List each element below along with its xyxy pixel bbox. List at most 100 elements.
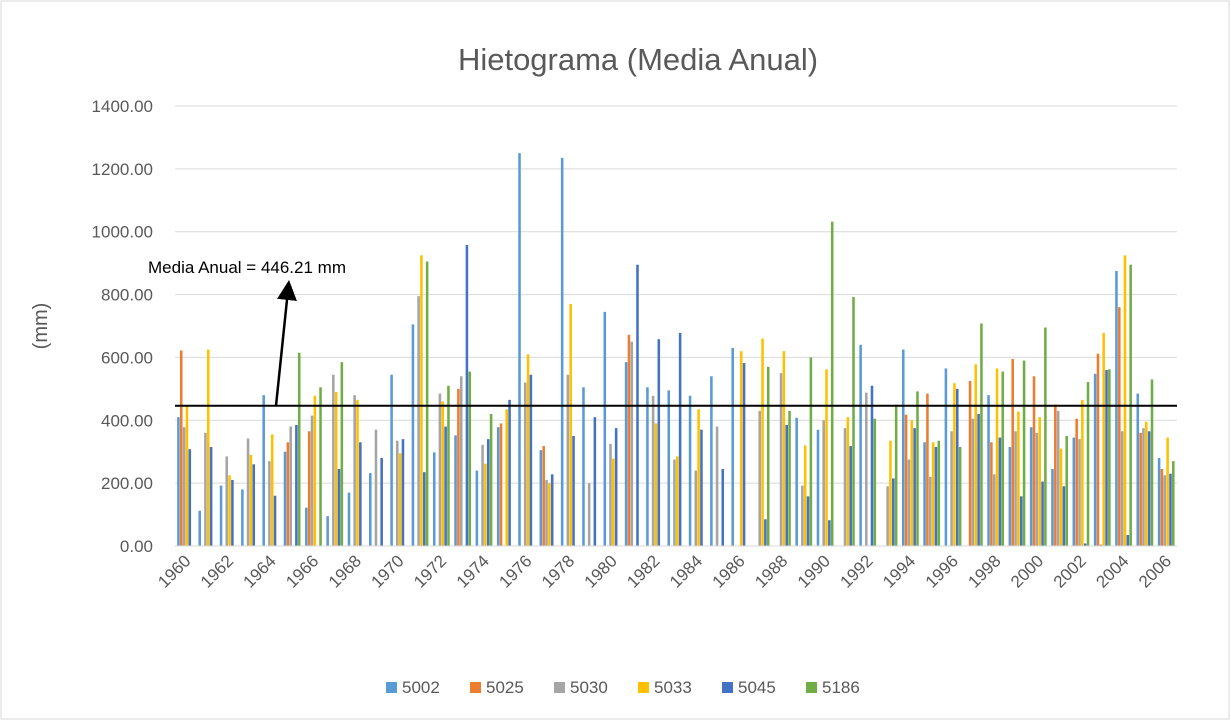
bar [809, 357, 813, 546]
bar [313, 395, 317, 546]
bar [334, 392, 338, 546]
bar [614, 428, 618, 546]
bar [1157, 458, 1161, 546]
bar [894, 404, 898, 546]
annotation: Media Anual = 446.21 mm [148, 258, 346, 277]
bar [1038, 417, 1041, 546]
bar [785, 425, 788, 546]
bar [788, 410, 791, 546]
legend-label: 5030 [570, 678, 608, 697]
bar [913, 428, 916, 546]
bar [1051, 469, 1054, 546]
bar [998, 437, 1002, 546]
bar [916, 391, 919, 546]
y-tick-label: 200.00 [101, 474, 153, 493]
bar [353, 395, 356, 546]
bar [526, 354, 530, 546]
bar [1105, 370, 1108, 546]
bar [286, 442, 290, 546]
bar [1142, 428, 1145, 546]
bar [390, 374, 393, 546]
bar [1032, 376, 1036, 546]
bar [268, 461, 271, 546]
bar [569, 304, 572, 546]
bar [849, 446, 852, 546]
bar [958, 447, 962, 546]
bar [609, 443, 612, 546]
bar [587, 483, 591, 546]
bar [1118, 307, 1121, 546]
bar [870, 385, 874, 546]
bar [846, 417, 850, 546]
bar [843, 428, 847, 546]
bar [937, 440, 941, 546]
bar [1169, 473, 1172, 546]
bar [1075, 418, 1078, 546]
legend-swatch [806, 682, 817, 693]
bar [934, 447, 938, 546]
bar [560, 157, 564, 546]
bar [995, 368, 999, 546]
bar [262, 395, 265, 546]
bar [928, 476, 932, 546]
bar [1044, 327, 1047, 546]
bar [545, 480, 548, 546]
bar [1147, 431, 1151, 546]
bar [518, 153, 521, 546]
legend-swatch [470, 682, 481, 693]
bar [486, 439, 490, 546]
bar [764, 519, 767, 546]
chart-title: Hietograma (Media Anual) [458, 42, 818, 77]
bar [801, 485, 804, 546]
bar [523, 382, 527, 546]
bar [496, 427, 500, 546]
bar [468, 371, 472, 546]
bar [380, 458, 383, 546]
bar [944, 368, 948, 546]
bar [206, 349, 210, 546]
bar [926, 393, 929, 546]
bar [953, 383, 956, 546]
legend-label: 5045 [738, 678, 776, 697]
bar [859, 344, 862, 546]
bar [401, 439, 405, 546]
bar [398, 453, 402, 546]
y-tick-label: 0.00 [120, 537, 153, 556]
bar [852, 297, 855, 546]
bar [710, 376, 713, 546]
bar [347, 492, 351, 546]
bar [182, 427, 186, 546]
bar [742, 363, 746, 546]
bar [204, 432, 207, 546]
bar [1078, 439, 1081, 546]
bar [438, 393, 442, 546]
bar [249, 454, 253, 546]
bar [572, 436, 575, 546]
bar [830, 221, 834, 546]
bar [779, 373, 783, 546]
bar [295, 425, 298, 546]
bar [603, 311, 607, 546]
bar [356, 399, 359, 546]
bar [465, 244, 469, 546]
legend-label: 5025 [486, 678, 524, 697]
bar [624, 362, 628, 546]
bar [758, 410, 761, 546]
bar [489, 414, 493, 546]
bar [548, 483, 551, 546]
bar [252, 464, 256, 546]
bar [209, 447, 213, 546]
bar [420, 255, 423, 547]
bar [505, 409, 509, 546]
bar [974, 364, 978, 546]
bar [1145, 421, 1148, 546]
bar [1065, 436, 1068, 546]
bar [873, 418, 877, 546]
bar [1126, 535, 1130, 546]
bar [582, 387, 585, 546]
bar [241, 489, 244, 546]
bar [782, 351, 786, 546]
bar [904, 414, 908, 546]
bar [459, 376, 463, 546]
